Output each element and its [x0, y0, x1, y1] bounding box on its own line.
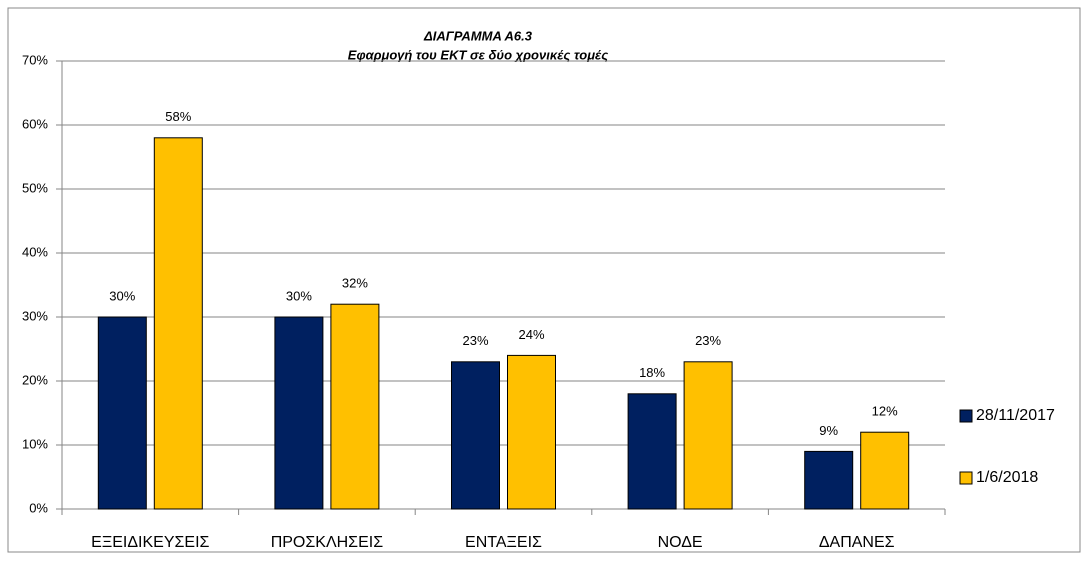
- bar: [451, 361, 500, 510]
- bar: [804, 450, 854, 510]
- data-label: 30%: [109, 288, 135, 303]
- bar: [274, 316, 324, 510]
- y-tick-label: 30%: [22, 308, 48, 323]
- bar: [860, 431, 910, 510]
- chart-subtitle: Εφαρμογή του ΕΚΤ σε δύο χρονικές τομές: [348, 47, 608, 62]
- data-label: 32%: [342, 276, 368, 291]
- bar: [153, 137, 203, 510]
- data-label: 30%: [286, 288, 312, 303]
- data-label: 58%: [165, 109, 191, 124]
- y-tick-label: 10%: [22, 436, 48, 451]
- y-tick-label: 0%: [29, 500, 48, 515]
- x-tick-label: ΝΟΔΕ: [658, 534, 703, 551]
- legend-label: 1/6/2018: [976, 469, 1038, 486]
- chart-title: ΔΙΑΓΡΑΜΜΑ Α6.3: [423, 28, 533, 43]
- data-label: 12%: [872, 404, 898, 419]
- y-tick-label: 70%: [22, 52, 48, 67]
- data-label: 18%: [639, 365, 665, 380]
- y-tick-label: 40%: [22, 244, 48, 259]
- legend-label: 28/11/2017: [976, 407, 1055, 424]
- bar: [97, 316, 147, 510]
- x-tick-label: ΔΑΠΑΝΕΣ: [819, 534, 895, 551]
- bar: [330, 303, 380, 510]
- x-tick-label: ΕΝΤΑΞΕΙΣ: [465, 534, 542, 551]
- y-tick-label: 20%: [22, 372, 48, 387]
- data-label: 9%: [819, 423, 838, 438]
- x-tick-label: ΕΞΕΙΔΙΚΕΥΣΕΙΣ: [91, 534, 209, 551]
- bar: [507, 354, 556, 510]
- bar: [627, 393, 677, 510]
- legend-swatch: [959, 471, 973, 485]
- data-label: 24%: [518, 327, 544, 342]
- legend-swatch: [959, 409, 973, 423]
- x-tick-label: ΠΡΟΣΚΛΗΣΕΙΣ: [271, 534, 383, 551]
- y-tick-label: 50%: [22, 180, 48, 195]
- bar: [683, 361, 733, 510]
- data-label: 23%: [462, 333, 488, 348]
- y-tick-label: 60%: [22, 116, 48, 131]
- data-label: 23%: [695, 333, 721, 348]
